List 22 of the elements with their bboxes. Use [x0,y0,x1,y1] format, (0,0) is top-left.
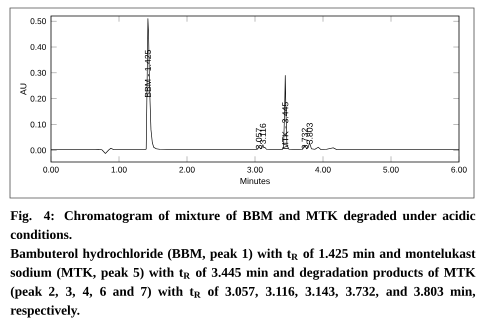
annotation: BBM - 1.425 [144,50,151,98]
x-tick-label: 5.00 [383,166,399,173]
annotation: 3.057 [256,128,262,150]
annotation: 3.116 [260,124,266,144]
x-axis-title: Minutes [240,178,270,184]
y-axis-title: AU [20,84,26,95]
annotation: 3.732 [302,128,308,150]
y-tick-label: 0.10 [30,122,46,128]
x-tick-label: 6.00 [451,166,467,173]
x-tick-label: 0.00 [43,166,59,173]
annotation: 3.803 [306,122,313,144]
y-tick-label: 0.00 [30,147,46,154]
y-tick-label: 0.20 [30,96,46,102]
y-tick-label: 0.40 [30,44,46,50]
text: Bambuterol hydrochloride (BBM, peak 1) with t$_{R}$ of 1.425 min and montelukast sodium (MTK, peak 5) with t$_{R}$ of 3.445 min and degradation products of MTK (peak 2, 3, 4, 6 and 7) with t$_{R}$ of 3.057, 3.116, 3.143, 3.732, and 3.803 min, respectively. [10,248,476,318]
x-tick-label: 4.00 [315,166,331,173]
y-tick-label: 0.50 [30,18,46,24]
x-tick-label: 3.00 [247,166,263,173]
x-tick-label: 1.00 [112,166,127,173]
caption: Fig. 4: Chromatogram of mixture of BBM and MTK degraded under acidic conditions. [10,210,476,240]
y-tick-label: 0.30 [30,70,46,76]
x-tick-label: 2.00 [179,166,195,173]
